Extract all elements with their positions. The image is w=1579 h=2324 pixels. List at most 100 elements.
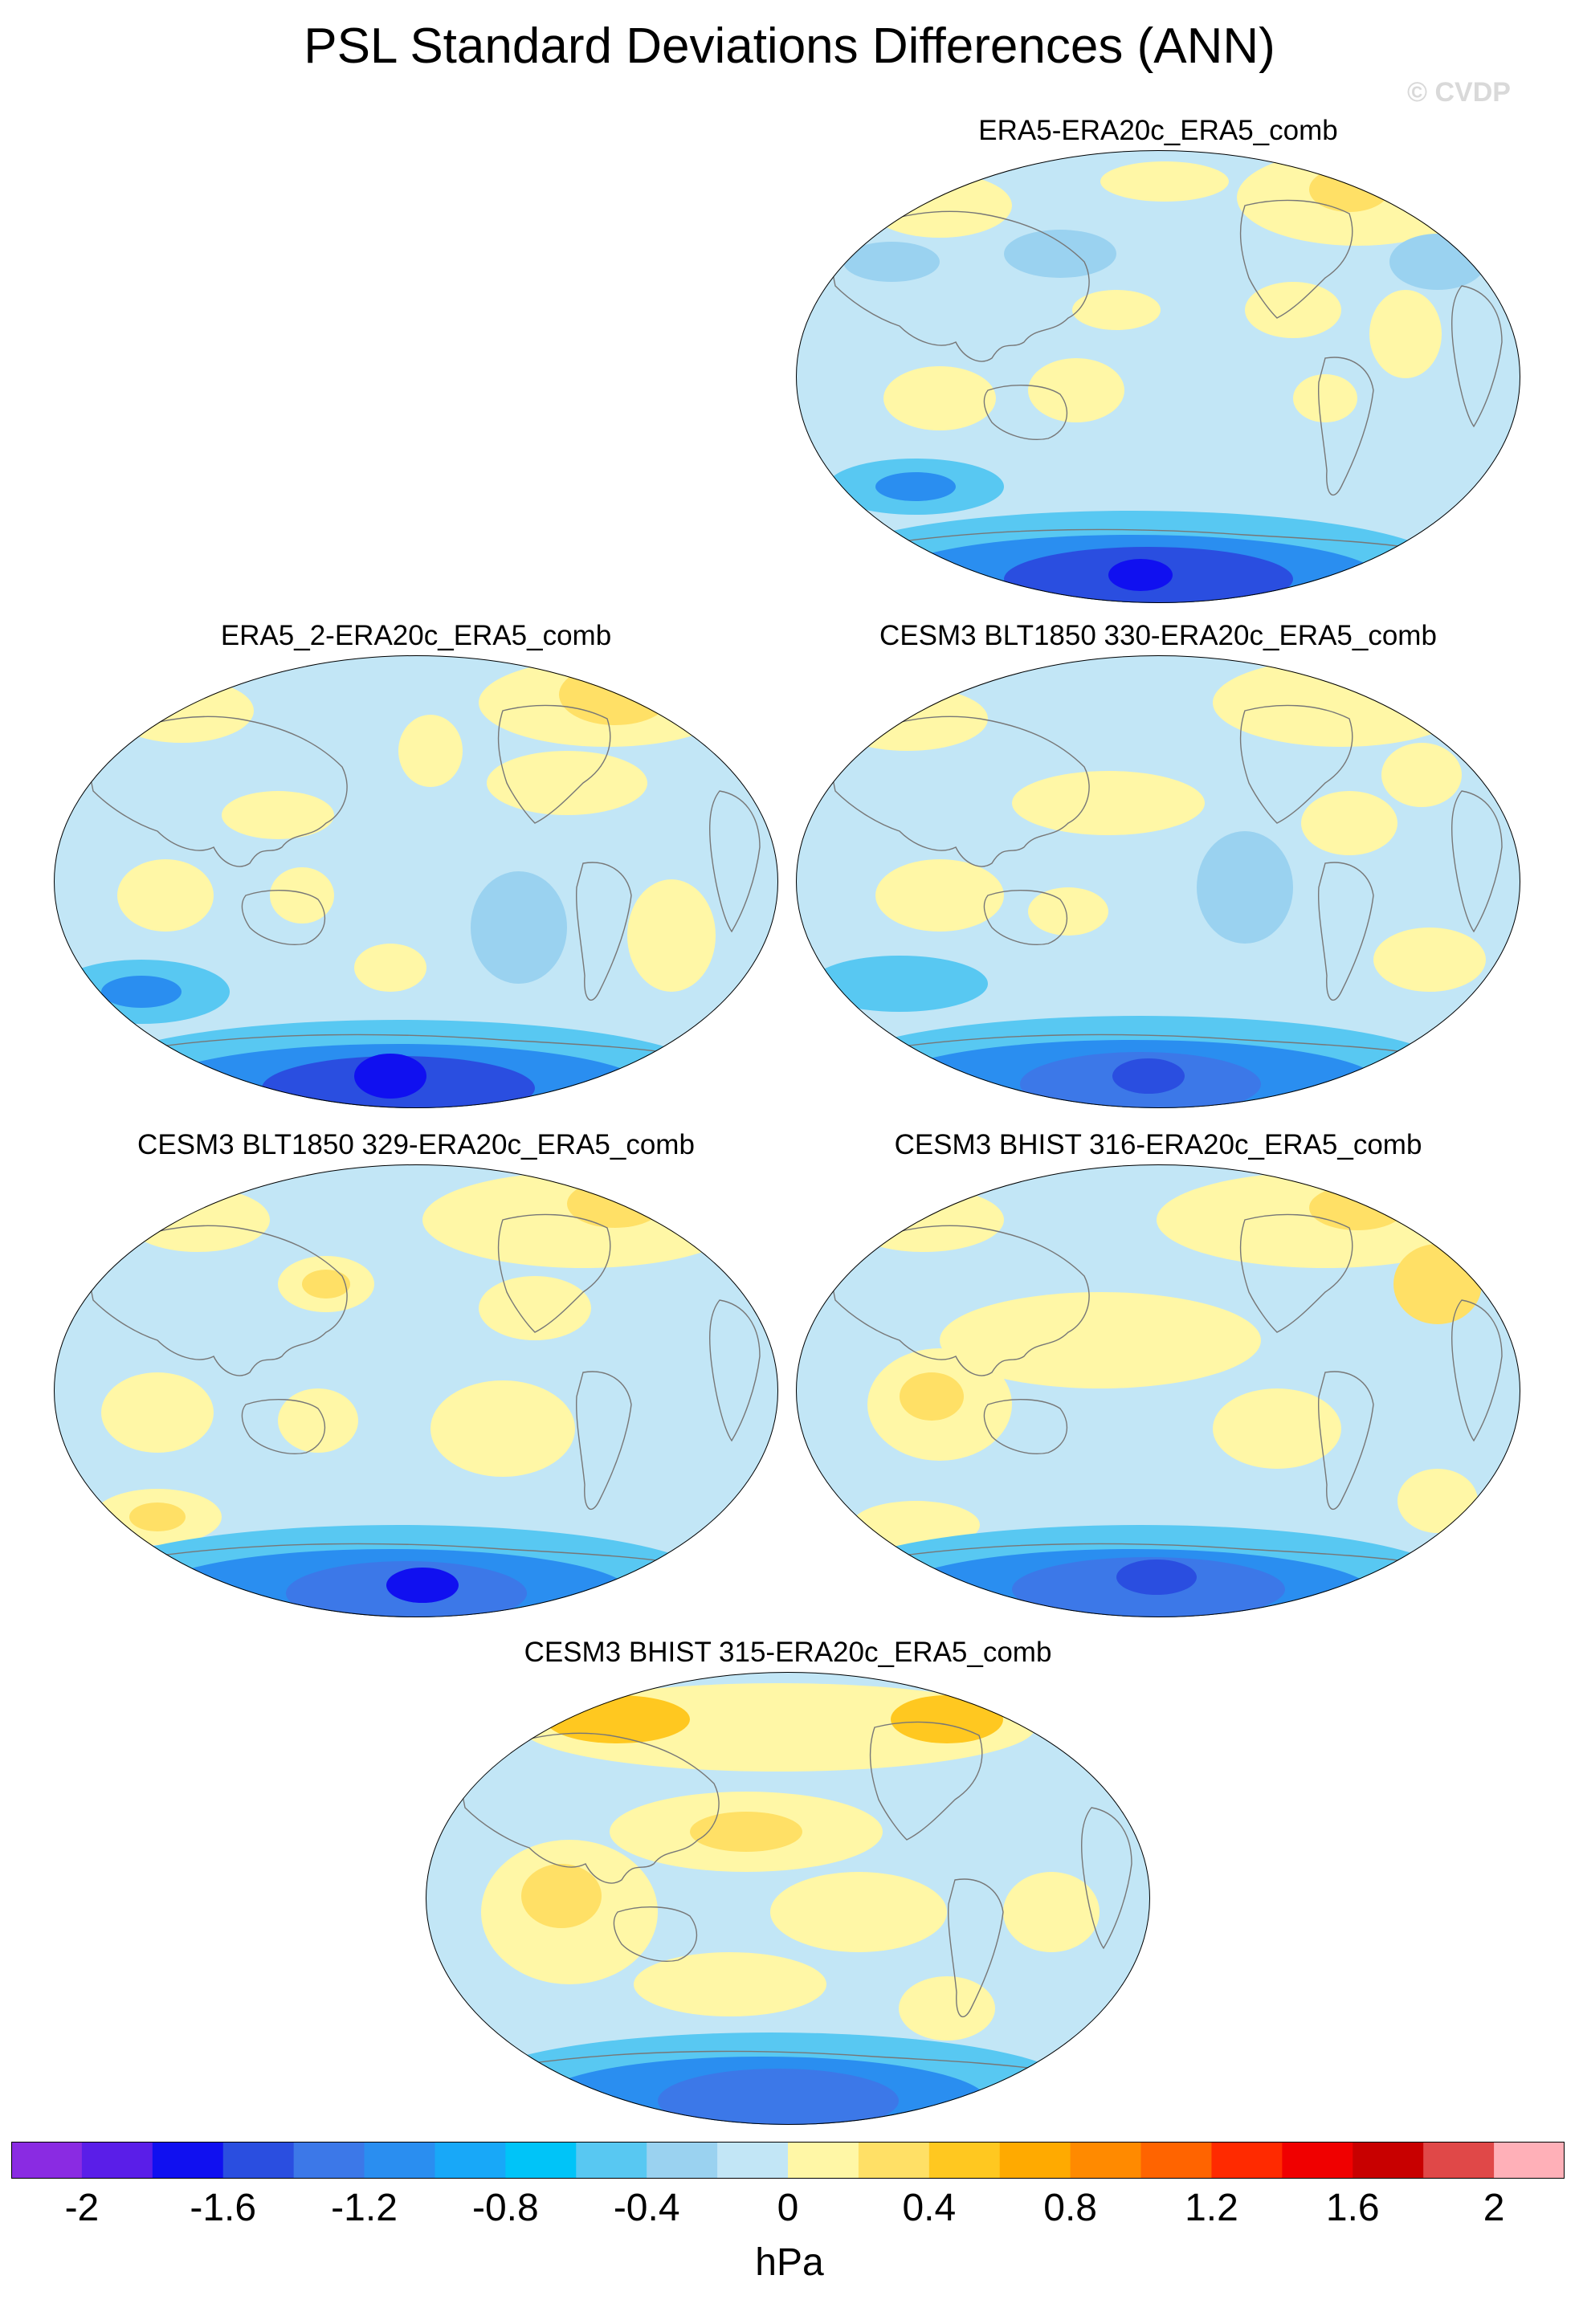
colorbar-swatch xyxy=(11,2142,83,2179)
coastline xyxy=(149,1034,688,1057)
contour-region xyxy=(222,791,334,839)
colorbar-tick-label: -0.4 xyxy=(613,2187,680,2229)
contour-region xyxy=(1003,1872,1100,1952)
colorbar-swatch xyxy=(222,2142,295,2179)
contour-region xyxy=(1112,1058,1185,1094)
contour-region xyxy=(891,1695,1003,1743)
contour-region xyxy=(101,1372,214,1453)
watermark: © CVDP xyxy=(1407,77,1511,108)
contour-region xyxy=(627,879,716,992)
coastline xyxy=(708,790,761,933)
contour-region xyxy=(559,664,671,725)
colorbar-swatch xyxy=(505,2142,577,2179)
colorbar-tick-label: -0.8 xyxy=(472,2187,539,2229)
contour-region xyxy=(1381,743,1462,807)
contour-region xyxy=(567,1180,663,1228)
colorbar-swatch xyxy=(81,2142,153,2179)
colorbar-swatch xyxy=(1353,2142,1424,2179)
panel-title-5: CESM3 BHIST 316-ERA20c_ERA5_comb xyxy=(894,1129,1422,1160)
coastline xyxy=(241,889,326,945)
map-outline xyxy=(54,1164,778,1617)
map-panel-4 xyxy=(54,1164,778,1617)
coastline xyxy=(983,1398,1068,1454)
panel-title-3: CESM3 BLT1850 330-ERA20c_ERA5_comb xyxy=(879,620,1437,651)
map-outline xyxy=(796,150,1520,603)
coastline xyxy=(456,1732,720,1884)
coastline xyxy=(1450,285,1503,428)
contour-region xyxy=(1301,791,1397,855)
colorbar-tick-label: -2 xyxy=(64,2187,100,2229)
map-outline xyxy=(796,1164,1520,1617)
colorbar-tick-label: 0.4 xyxy=(902,2187,957,2229)
colorbar-tick-label: 2 xyxy=(1483,2187,1505,2229)
contour-region xyxy=(1309,1185,1406,1230)
figure-title: PSL Standard Deviations Differences (ANN… xyxy=(304,18,1275,74)
contour-region xyxy=(487,751,647,815)
coastline xyxy=(1450,790,1503,933)
map-outline xyxy=(796,655,1520,1108)
colorbar-swatch xyxy=(999,2142,1071,2179)
contour-region xyxy=(430,1380,575,1477)
coastline xyxy=(613,1906,698,1962)
contour-region xyxy=(1197,831,1293,944)
coastline xyxy=(826,716,1090,867)
panel-title-2: ERA5_2-ERA20c_ERA5_comb xyxy=(220,620,612,651)
contour-region xyxy=(843,242,940,282)
colorbar-swatch xyxy=(928,2142,1001,2179)
contour-region xyxy=(634,1952,826,2016)
contour-region xyxy=(1393,1244,1482,1324)
colorbar-tick-label: 0 xyxy=(777,2187,799,2229)
coastline xyxy=(497,704,611,824)
colorbar-swatch xyxy=(788,2142,859,2179)
colorbar-swatch xyxy=(152,2142,224,2179)
coastline xyxy=(149,1543,688,1566)
coastline xyxy=(1317,357,1374,496)
colorbar-swatch xyxy=(717,2142,789,2179)
contour-region xyxy=(1072,290,1161,330)
coastline xyxy=(1239,199,1353,319)
colorbar-swatch xyxy=(293,2142,365,2179)
contour-region xyxy=(109,679,254,743)
coastline xyxy=(84,1225,348,1376)
contour-region xyxy=(1116,1560,1197,1595)
colorbar-tick-label: 1.6 xyxy=(1325,2187,1380,2229)
contour-region xyxy=(1004,230,1116,278)
coastline xyxy=(947,1878,1004,2018)
coastline xyxy=(891,1543,1430,1566)
contour-region xyxy=(1108,559,1173,591)
contour-region xyxy=(899,1976,995,2041)
contour-region xyxy=(1293,374,1357,422)
contour-region xyxy=(1373,928,1486,992)
coastline xyxy=(708,1299,761,1442)
colorbar-outline xyxy=(11,2142,1565,2179)
coastline xyxy=(1317,1371,1374,1511)
coastline xyxy=(983,889,1068,945)
colorbar-swatch xyxy=(1211,2142,1283,2179)
contour-region xyxy=(875,859,1004,932)
contour-region xyxy=(479,1276,591,1340)
coastline xyxy=(826,210,1090,362)
coastline xyxy=(1450,1299,1503,1442)
colorbar-swatch xyxy=(647,2142,718,2179)
contour-region xyxy=(302,1270,350,1299)
colorbar-swatch xyxy=(1282,2142,1353,2179)
map-panel-3 xyxy=(796,655,1520,1108)
contour-region xyxy=(690,1812,802,1852)
contour-region xyxy=(1012,771,1205,835)
contour-region xyxy=(770,1872,947,1952)
coastline xyxy=(891,1034,1430,1057)
colorbar-swatch xyxy=(1140,2142,1212,2179)
contour-region xyxy=(1397,1469,1478,1533)
contour-region xyxy=(1100,161,1229,202)
map-panel-6 xyxy=(426,1672,1150,2125)
contour-region xyxy=(883,366,996,430)
contour-region xyxy=(1245,282,1341,338)
contour-region xyxy=(270,867,334,923)
contour-region xyxy=(1369,290,1442,378)
contour-region xyxy=(900,1372,964,1421)
colorbar-tick-label: -1.6 xyxy=(190,2187,257,2229)
coastline xyxy=(1080,1807,1132,1950)
contour-region xyxy=(101,976,182,1008)
panel-title-4: CESM3 BLT1850 329-ERA20c_ERA5_comb xyxy=(137,1129,695,1160)
coastline xyxy=(520,2050,1060,2073)
